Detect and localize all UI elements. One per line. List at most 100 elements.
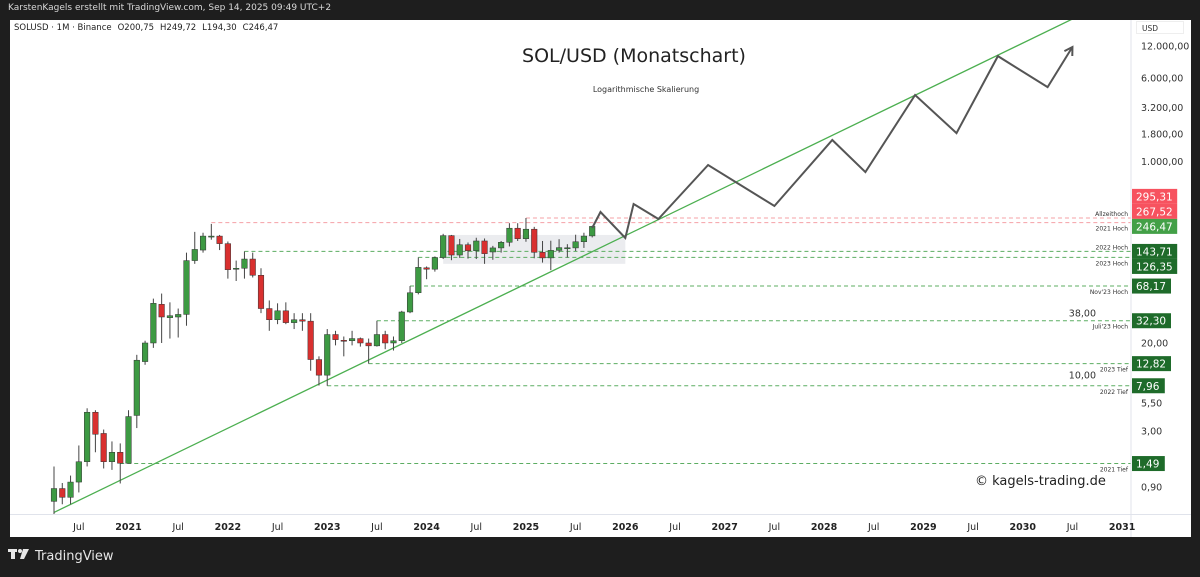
candle xyxy=(224,241,231,279)
candle-body xyxy=(556,247,563,251)
candle-body xyxy=(84,411,91,462)
candle-body xyxy=(324,334,331,376)
candle xyxy=(266,300,273,331)
y-tick-label: 20,00 xyxy=(1141,338,1168,349)
symbol-info: SOLUSD · 1M · Binance xyxy=(14,23,112,33)
candle xyxy=(117,443,124,484)
candle xyxy=(92,410,99,453)
candle-body xyxy=(431,257,438,270)
x-tick-label: Jul xyxy=(966,522,978,533)
candle-body xyxy=(216,235,223,244)
candle xyxy=(108,441,116,470)
candle-body xyxy=(498,242,505,249)
candle xyxy=(324,329,331,386)
price-label-box xyxy=(1132,278,1171,294)
symbol-legend: SOLUSD · 1M · Binance O200,75 H249,72 L194,… xyxy=(14,23,284,33)
candle xyxy=(125,410,132,464)
candle xyxy=(373,320,380,347)
projection-path xyxy=(591,46,1074,241)
price-label: 1,49 xyxy=(1136,459,1159,471)
x-tick-label: Jul xyxy=(271,522,283,533)
level-name: 2023 Tief xyxy=(1100,367,1129,374)
candle xyxy=(133,354,140,429)
level-name: Juli'23 Hoch xyxy=(1092,324,1129,331)
chart-panel[interactable] xyxy=(10,20,1191,537)
price-label-box xyxy=(1132,313,1171,329)
level-name: 2022 Hoch xyxy=(1096,244,1129,251)
y-tick-label: 38,00 xyxy=(1069,309,1096,320)
x-tick-label: Jul xyxy=(1066,522,1078,533)
candle-body xyxy=(67,481,74,498)
candle-body xyxy=(481,240,488,254)
candle xyxy=(572,234,579,252)
candle xyxy=(199,232,207,253)
candle-body xyxy=(440,235,447,258)
price-label-box xyxy=(1132,203,1178,219)
candle xyxy=(365,338,372,364)
candle xyxy=(208,223,215,240)
candle-body xyxy=(282,310,289,323)
x-tick-label: 2026 xyxy=(612,522,639,533)
candle xyxy=(332,330,339,346)
candle xyxy=(406,286,414,314)
y-tick-label: 6.000,00 xyxy=(1141,74,1183,85)
candle-body xyxy=(522,228,530,239)
candle-body xyxy=(158,304,165,318)
x-tick-label: 2024 xyxy=(413,522,440,533)
candle xyxy=(291,313,298,330)
candle xyxy=(183,252,190,326)
candle xyxy=(282,302,289,325)
x-tick-label: 2029 xyxy=(910,522,936,533)
tradingview-branding[interactable]: TradingView xyxy=(8,548,114,564)
x-tick-label: 2025 xyxy=(513,522,539,533)
candle xyxy=(307,313,314,371)
candle-body xyxy=(531,228,538,253)
candle-body xyxy=(117,452,124,464)
candle xyxy=(67,475,74,505)
candle xyxy=(580,232,587,248)
candle xyxy=(498,240,505,253)
candle-body xyxy=(108,452,116,462)
candle-body xyxy=(506,227,513,243)
price-label-box xyxy=(1132,258,1178,274)
candle-body xyxy=(133,359,140,416)
candle xyxy=(382,330,389,350)
price-label: 143,71 xyxy=(1136,246,1173,258)
candle-body xyxy=(224,243,231,270)
price-label: 246,47 xyxy=(1136,221,1173,233)
high-value: H249,72 xyxy=(160,23,197,33)
projection-arrow-icon xyxy=(1063,45,1074,57)
candle xyxy=(257,268,265,314)
candle-body xyxy=(208,235,215,238)
candle-body xyxy=(299,319,306,322)
candle-body xyxy=(580,235,587,243)
price-label: 32,30 xyxy=(1136,316,1166,328)
candle xyxy=(481,238,488,264)
candle-body xyxy=(365,342,372,347)
y-tick-label: 1.000,00 xyxy=(1141,157,1183,168)
x-tick-label: Jul xyxy=(668,522,680,533)
currency-label[interactable]: USD xyxy=(1136,21,1184,34)
price-label: 295,31 xyxy=(1136,191,1173,203)
candle xyxy=(448,234,455,261)
candle-body xyxy=(50,488,58,502)
candle-body xyxy=(547,250,554,259)
level-name: 2023 Hoch xyxy=(1096,260,1129,267)
candle xyxy=(50,466,58,514)
candle-body xyxy=(100,433,107,462)
candle-body xyxy=(191,249,198,261)
x-tick-label: Jul xyxy=(569,522,581,533)
candle-body xyxy=(59,488,66,498)
x-tick-label: Jul xyxy=(72,522,84,533)
candle-body xyxy=(315,359,323,376)
low-value: L194,30 xyxy=(202,23,237,33)
candle xyxy=(233,260,240,282)
candle xyxy=(506,223,513,247)
candle-body xyxy=(175,314,182,318)
y-tick-label: 5,50 xyxy=(1141,398,1162,409)
chart-title: SOL/USD (Monatschart) xyxy=(522,45,746,67)
tradingview-logo-icon xyxy=(8,548,30,564)
chart-header: KarstenKagels erstellt mit TradingView.c… xyxy=(8,3,332,13)
x-tick-label: Jul xyxy=(171,522,183,533)
candle xyxy=(166,302,173,339)
